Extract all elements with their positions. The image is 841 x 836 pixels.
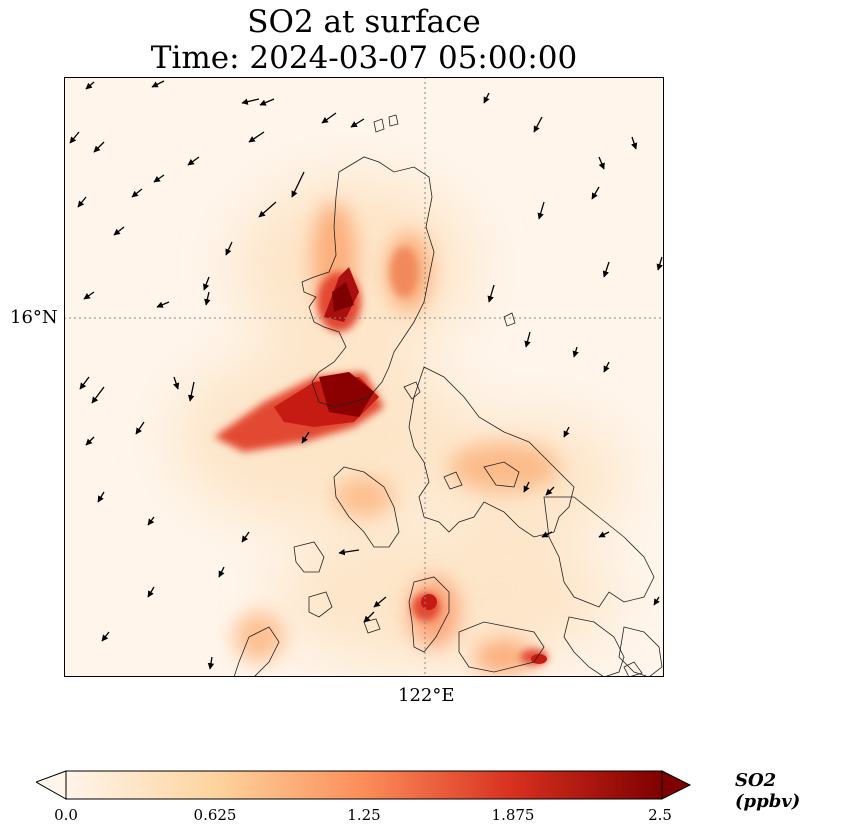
coastlines [233,114,663,677]
so2-map [64,77,664,677]
colorbar-label: SO2 (ppbv) [735,770,801,812]
longitude-label: 122°E [398,685,455,706]
colorbar-tick: 0.0 [54,806,78,824]
colorbar-tick: 1.875 [491,806,535,824]
colorbar-gradient [65,770,663,800]
colorbar-tick: 1.25 [347,806,381,824]
colorbar-under-triangle [36,770,67,800]
colorbar-tick: 2.5 [648,806,672,824]
map-title: SO2 at surface [247,4,481,40]
colorbar-over-triangle [661,770,692,800]
map-frame [64,77,664,677]
latitude-label: 16°N [10,307,58,328]
colorbar [36,770,692,800]
colorbar-tick: 0.625 [193,806,237,824]
map-timestamp: Time: 2024-03-07 05:00:00 [150,40,578,76]
wind-vectors [69,80,663,670]
